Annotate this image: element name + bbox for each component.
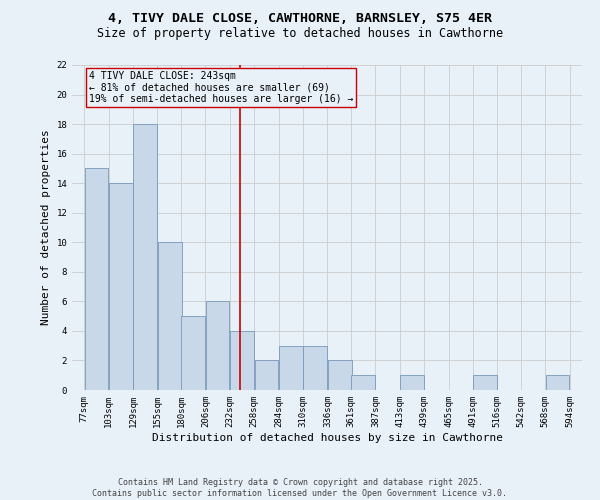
Y-axis label: Number of detached properties: Number of detached properties	[41, 130, 51, 326]
Bar	[230, 331, 254, 390]
Text: 4 TIVY DALE CLOSE: 243sqm
← 81% of detached houses are smaller (69)
19% of semi-: 4 TIVY DALE CLOSE: 243sqm ← 81% of detac…	[89, 71, 353, 104]
Bar	[181, 316, 205, 390]
Bar	[473, 375, 497, 390]
Bar	[400, 375, 424, 390]
Text: 4, TIVY DALE CLOSE, CAWTHORNE, BARNSLEY, S75 4ER: 4, TIVY DALE CLOSE, CAWTHORNE, BARNSLEY,…	[108, 12, 492, 26]
Bar	[206, 302, 229, 390]
Bar	[352, 375, 375, 390]
Bar	[133, 124, 157, 390]
Bar	[304, 346, 327, 390]
Bar	[254, 360, 278, 390]
Bar	[109, 183, 133, 390]
X-axis label: Distribution of detached houses by size in Cawthorne: Distribution of detached houses by size …	[151, 432, 503, 442]
Text: Contains HM Land Registry data © Crown copyright and database right 2025.
Contai: Contains HM Land Registry data © Crown c…	[92, 478, 508, 498]
Bar	[158, 242, 182, 390]
Bar	[85, 168, 108, 390]
Text: Size of property relative to detached houses in Cawthorne: Size of property relative to detached ho…	[97, 28, 503, 40]
Bar	[546, 375, 569, 390]
Bar	[279, 346, 302, 390]
Bar	[328, 360, 352, 390]
